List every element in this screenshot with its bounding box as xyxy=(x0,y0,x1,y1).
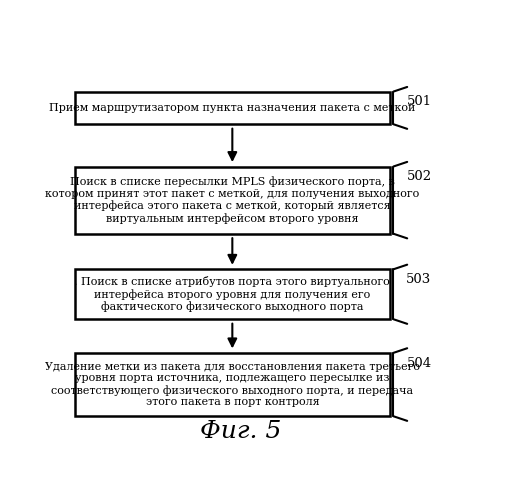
Bar xyxy=(75,92,389,124)
Bar xyxy=(75,167,389,234)
Text: 504: 504 xyxy=(407,357,431,370)
Bar xyxy=(75,269,389,319)
Bar xyxy=(75,353,389,416)
Text: Прием маршрутизатором пункта назначения пакета с меткой: Прием маршрутизатором пункта назначения … xyxy=(49,103,416,113)
Text: 502: 502 xyxy=(407,170,431,183)
Text: 503: 503 xyxy=(406,273,431,286)
Text: . Поиск в списке атрибутов порта этого виртуального
интерфейса второго уровня дл: . Поиск в списке атрибутов порта этого в… xyxy=(75,276,390,312)
Text: Фиг. 5: Фиг. 5 xyxy=(199,420,281,443)
Text: Удаление метки из пакета для восстановления пакета третьего
уровня порта источни: Удаление метки из пакета для восстановле… xyxy=(45,362,420,407)
Text: Поиск в списке пересылки MPLS физического порта, в
котором принят этот пакет с м: Поиск в списке пересылки MPLS физическог… xyxy=(45,176,419,224)
Text: 501: 501 xyxy=(407,95,431,108)
